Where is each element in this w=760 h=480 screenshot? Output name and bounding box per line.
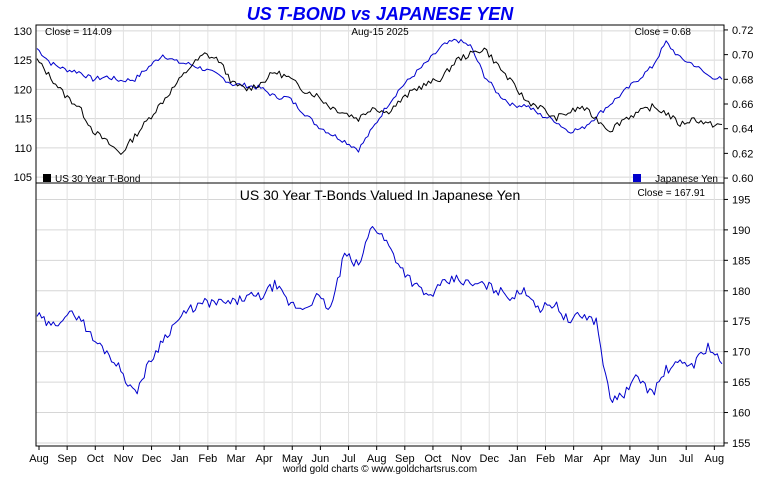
legend-yen-swatch bbox=[633, 174, 641, 182]
x-tick-label: Feb bbox=[198, 453, 217, 465]
top-right-axis: 0.72 0.70 0.68 0.66 0.64 0.62 0.60 bbox=[724, 25, 753, 185]
bottom-panel-grid bbox=[36, 183, 724, 446]
bottom-right-tick-label: 180 bbox=[732, 286, 750, 298]
bottom-right-tick-label: 175 bbox=[732, 316, 750, 328]
legend-tbond-label: US 30 Year T-Bond bbox=[55, 174, 140, 185]
x-tick-label: May bbox=[620, 453, 641, 465]
x-tick-label: Mar bbox=[226, 453, 245, 465]
bottom-right-tick-label: 185 bbox=[732, 255, 750, 267]
x-tick-label: Apr bbox=[256, 453, 273, 465]
x-tick-label: Dec bbox=[479, 453, 499, 465]
yen-line bbox=[36, 38, 723, 153]
top-left-tick-label: 115 bbox=[14, 114, 32, 126]
bottom-panel-series bbox=[36, 226, 723, 403]
x-tick-label: Feb bbox=[536, 453, 555, 465]
top-left-tick-label: 130 bbox=[14, 26, 32, 38]
x-tick-label: Jul bbox=[679, 453, 693, 465]
top-close-right: Close = 0.68 bbox=[635, 27, 692, 38]
bottom-right-axis: 195 190 185 180 175 170 165 160 155 bbox=[724, 194, 750, 450]
legend-tbond-swatch bbox=[43, 174, 51, 182]
bottom-panel-frame bbox=[35, 182, 725, 447]
bottom-right-tick-label: 195 bbox=[732, 194, 750, 206]
chart-title: US T-BOND vs JAPANESE YEN bbox=[247, 4, 514, 24]
top-left-axis: 130 125 120 115 110 105 bbox=[14, 26, 32, 184]
top-left-tick-label: 105 bbox=[14, 172, 32, 184]
footer-credit: world gold charts © www.goldchartsrus.co… bbox=[282, 464, 477, 475]
x-axis: Aug Sep Oct Nov Dec Jan Feb Mar Apr May Jun Jul Aug S… bbox=[29, 446, 724, 465]
top-right-tick-label: 0.62 bbox=[732, 148, 753, 160]
top-right-tick-label: 0.72 bbox=[732, 25, 753, 37]
top-left-tick-label: 125 bbox=[14, 55, 32, 67]
x-tick-label: Jun bbox=[649, 453, 667, 465]
top-panel-series bbox=[36, 38, 723, 155]
tbond-in-yen-line bbox=[36, 226, 723, 403]
top-left-tick-label: 110 bbox=[14, 143, 32, 155]
x-tick-label: Jan bbox=[171, 453, 189, 465]
top-right-tick-label: 0.60 bbox=[732, 173, 753, 185]
x-tick-label: Aug bbox=[367, 453, 387, 465]
top-panel-grid bbox=[36, 25, 724, 183]
x-tick-label: Jul bbox=[341, 453, 355, 465]
bottom-panel-title: US 30 Year T-Bonds Valued In Japanese Ye… bbox=[240, 187, 521, 203]
bottom-right-tick-label: 160 bbox=[732, 408, 750, 420]
x-tick-label: Jan bbox=[508, 453, 526, 465]
x-tick-label: Mar bbox=[564, 453, 583, 465]
bottom-right-tick-label: 165 bbox=[732, 377, 750, 389]
x-tick-label: Apr bbox=[593, 453, 610, 465]
x-tick-label: Nov bbox=[114, 453, 134, 465]
x-tick-label: Sep bbox=[57, 453, 77, 465]
x-tick-label: Nov bbox=[451, 453, 471, 465]
x-tick-label: Dec bbox=[142, 453, 162, 465]
bottom-right-tick-label: 170 bbox=[732, 347, 750, 359]
bottom-right-tick-label: 155 bbox=[732, 438, 750, 450]
top-left-tick-label: 120 bbox=[14, 84, 32, 96]
x-tick-label: Aug bbox=[705, 453, 725, 465]
top-date-label: Aug-15 2025 bbox=[351, 27, 409, 38]
top-right-tick-label: 0.64 bbox=[732, 124, 753, 136]
tbond-line bbox=[36, 47, 723, 155]
x-tick-label: May bbox=[282, 453, 303, 465]
x-tick-label: Oct bbox=[87, 453, 104, 465]
legend-yen-label: Japanese Yen bbox=[655, 174, 718, 185]
x-tick-label: Jun bbox=[312, 453, 330, 465]
bottom-right-tick-label: 190 bbox=[732, 225, 750, 237]
top-right-tick-label: 0.70 bbox=[732, 50, 753, 62]
x-tick-label: Oct bbox=[424, 453, 441, 465]
top-right-tick-label: 0.68 bbox=[732, 74, 753, 86]
top-close-left: Close = 114.09 bbox=[45, 27, 112, 38]
top-right-tick-label: 0.66 bbox=[732, 99, 753, 111]
x-tick-label: Aug bbox=[29, 453, 49, 465]
x-tick-label: Sep bbox=[395, 453, 415, 465]
bottom-close-right: Close = 167.91 bbox=[637, 188, 705, 199]
